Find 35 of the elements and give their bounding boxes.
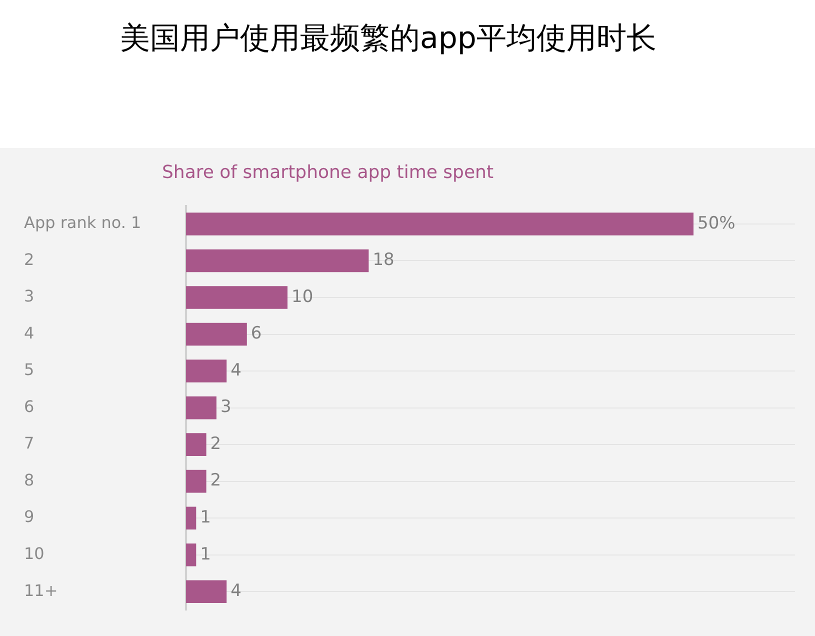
data-label: 1 xyxy=(200,544,211,564)
y-tick-label: 8 xyxy=(24,470,34,490)
bar xyxy=(186,360,227,382)
y-tick-label: 10 xyxy=(24,544,44,564)
data-label: 4 xyxy=(230,581,242,602)
bar xyxy=(186,322,247,346)
data-label: 4 xyxy=(230,360,242,380)
data-label: 2 xyxy=(210,434,222,454)
bar xyxy=(186,286,288,309)
bar xyxy=(186,433,206,456)
bar xyxy=(186,396,216,420)
bar xyxy=(186,470,206,493)
y-tick-label: 5 xyxy=(24,360,34,380)
data-label: 6 xyxy=(250,324,262,344)
y-tick-label: 3 xyxy=(24,286,34,306)
y-tick-label: App rank no. 1 xyxy=(24,213,142,232)
y-tick-label: 11+ xyxy=(24,580,58,600)
data-label: 2 xyxy=(210,470,222,491)
bar xyxy=(186,543,196,566)
y-tick-label: 2 xyxy=(24,250,34,269)
y-tick-label: 4 xyxy=(24,323,34,342)
bar xyxy=(186,506,196,530)
chart-subtitle: Share of smartphone app time spent xyxy=(161,161,495,185)
bar xyxy=(186,212,694,236)
chart-title: 美国用户使用最频繁的app平均使用时长 xyxy=(119,20,658,58)
data-label: 3 xyxy=(220,397,232,418)
bar xyxy=(186,580,227,604)
data-label: 1 xyxy=(200,508,211,528)
data-label: 10 xyxy=(292,286,314,307)
y-tick-label: 9 xyxy=(24,507,34,526)
y-tick-label: 7 xyxy=(24,434,34,453)
data-label: 50% xyxy=(698,213,736,234)
data-label: 18 xyxy=(372,250,394,270)
bar xyxy=(186,249,369,272)
y-tick-label: 6 xyxy=(24,396,34,416)
